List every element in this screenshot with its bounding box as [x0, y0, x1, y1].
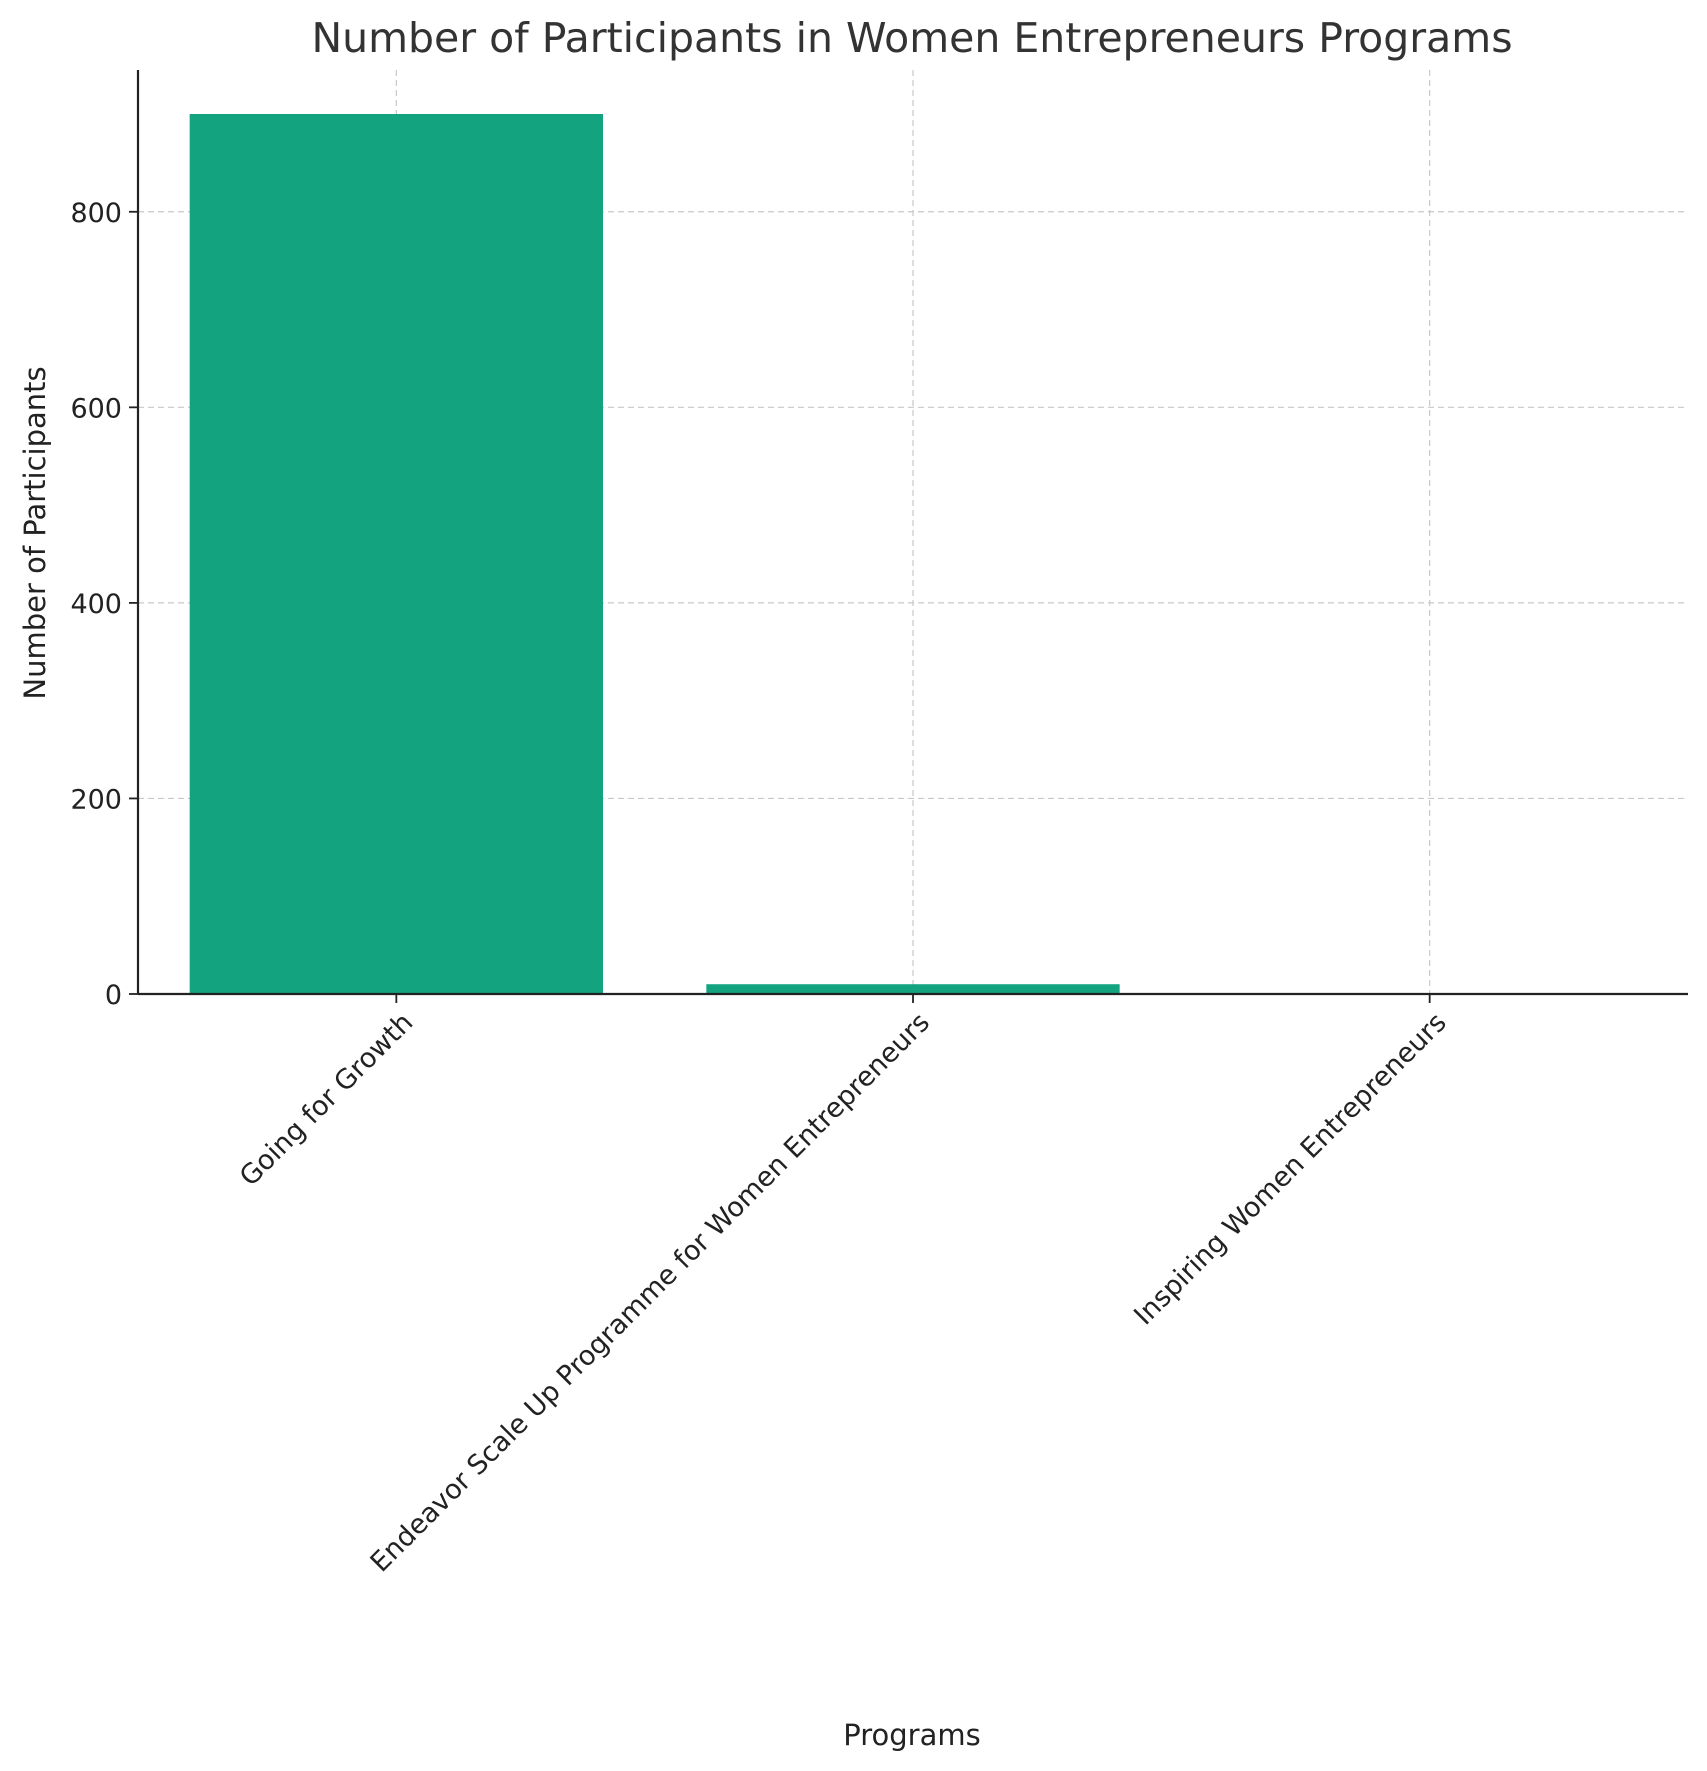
bar-1	[706, 984, 1120, 994]
bar-0	[189, 114, 603, 994]
chart-title: Number of Participants in Women Entrepre…	[311, 14, 1512, 62]
bars	[189, 114, 1120, 994]
y-tick-label-2: 400	[70, 589, 122, 620]
y-tick-label-1: 200	[70, 784, 122, 815]
y-tick-label-3: 600	[70, 393, 122, 424]
x-axis-label: Programs	[843, 1718, 980, 1752]
x-tick-label-0: Going for Growth	[234, 1007, 419, 1192]
x-tick-label-1: Endeavor Scale Up Programme for Women En…	[365, 1007, 936, 1578]
x-tick-label-2: Inspiring Women Entrepreneurs	[1128, 1007, 1452, 1331]
y-axis-label: Number of Participants	[18, 366, 52, 699]
y-axis-ticks: 0 200 400 600 800	[70, 198, 138, 1011]
y-tick-label-0: 0	[105, 980, 122, 1011]
y-tick-label-4: 800	[70, 198, 122, 229]
grid-lines	[138, 70, 1688, 994]
